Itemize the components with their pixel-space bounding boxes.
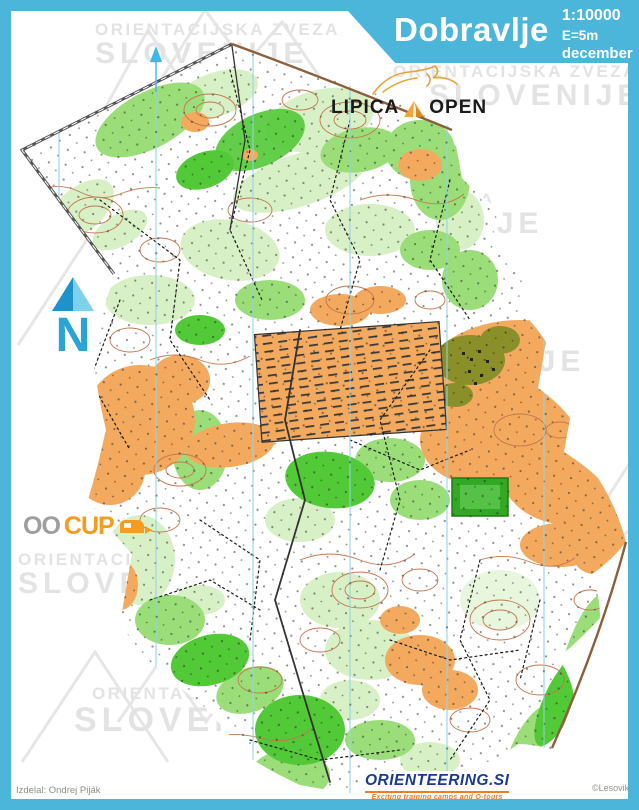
- lipica-word: LIPICA: [331, 97, 400, 118]
- orienteering-si-logo: ORIENTEERING.SI Exciting training camps …: [359, 771, 516, 803]
- map-equidistance: E=5m: [561, 27, 599, 43]
- open-word: OPEN: [429, 97, 488, 118]
- map-title: Dobravlje: [394, 11, 549, 48]
- north-line-arrow-icon: [150, 46, 162, 92]
- camper-icon: [119, 519, 152, 534]
- oocup-cup: CUP: [63, 512, 115, 540]
- oocup-oo: OO: [23, 512, 61, 540]
- north-arrow: N: [49, 275, 97, 362]
- author-credit: Izdelal: Ondrej Piják: [16, 785, 101, 796]
- orienteering-si-title: ORIENTEERING.SI: [365, 772, 510, 793]
- lipica-triangle-icon: [404, 101, 425, 117]
- oocup-logo: OO CUP: [23, 512, 152, 541]
- orienteering-si-subtitle: Exciting training camps and O-tours: [371, 794, 503, 801]
- north-arrow-icon: N: [52, 277, 94, 362]
- north-letter: N: [56, 309, 91, 355]
- copyright-note: ©Lesovik: [592, 783, 630, 793]
- lipica-open-logo: LIPICA OPEN: [331, 64, 491, 117]
- horse-icon: [372, 65, 458, 95]
- watermark-text: ORIENTACIJSKA ZVEZA SLOVENIJE: [393, 62, 639, 112]
- map-info: 1:10000 E=5m december 2024: [561, 6, 639, 82]
- map-date: december 2024: [561, 45, 633, 82]
- map-scale: 1:10000: [561, 7, 621, 24]
